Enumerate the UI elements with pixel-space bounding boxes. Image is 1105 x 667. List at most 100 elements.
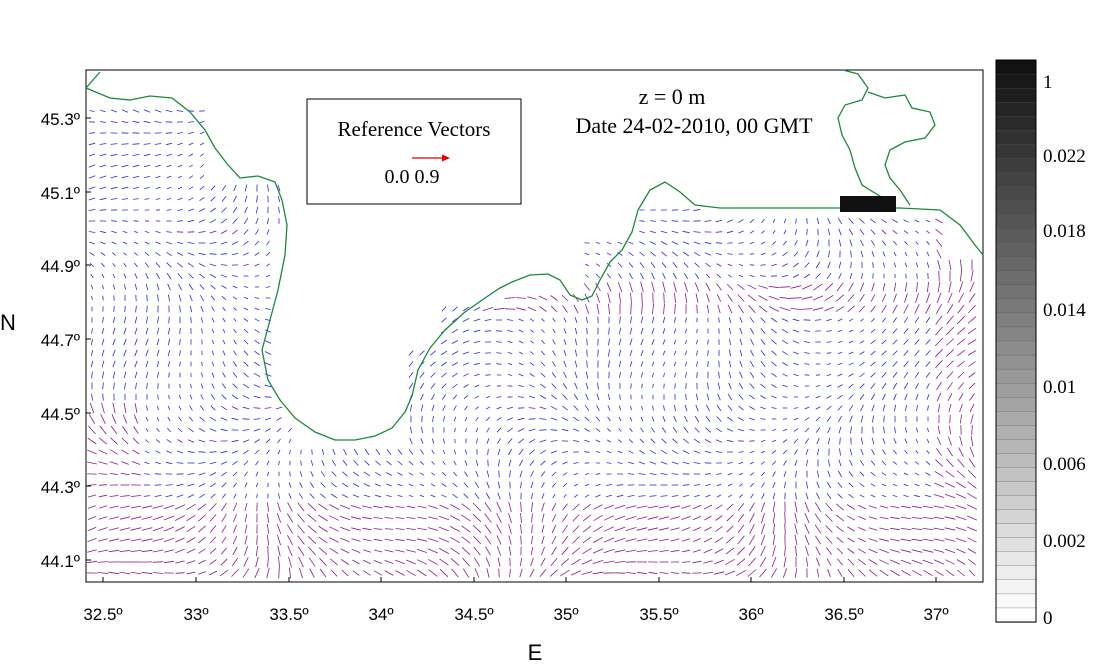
current-vector <box>253 361 261 367</box>
current-vector <box>659 572 669 574</box>
colorbar-step <box>995 130 1037 145</box>
current-vector <box>530 546 534 556</box>
current-vector <box>267 217 269 225</box>
current-vector <box>967 316 977 324</box>
current-vector <box>849 239 853 247</box>
current-vector <box>88 241 96 245</box>
y-tick-label: 44.3º <box>41 478 80 497</box>
current-vector <box>738 242 744 244</box>
current-vector <box>673 272 677 280</box>
current-vector <box>570 570 582 576</box>
current-vector <box>760 383 766 389</box>
current-vector <box>155 186 161 190</box>
colorbar-step <box>995 102 1037 117</box>
current-vector <box>694 427 700 433</box>
current-vector <box>209 242 217 244</box>
current-vector <box>243 307 249 311</box>
colorbar-label: 0.006 <box>1043 454 1086 475</box>
current-vector <box>647 505 659 509</box>
current-vector <box>870 361 876 367</box>
current-vector <box>198 263 206 267</box>
current-vector <box>134 262 138 268</box>
current-vector <box>628 439 634 443</box>
current-vector <box>804 438 810 444</box>
current-vector <box>825 525 833 533</box>
current-vector <box>584 494 590 498</box>
current-vector <box>179 394 181 400</box>
current-vector <box>693 484 701 486</box>
current-vector <box>584 428 590 432</box>
current-vector <box>395 549 405 553</box>
current-vector <box>232 296 238 300</box>
current-vector <box>728 371 732 379</box>
current-vector <box>190 383 192 389</box>
current-vector <box>849 272 853 280</box>
current-vector <box>485 546 491 556</box>
current-vector <box>406 538 416 542</box>
current-vector <box>816 217 820 225</box>
current-vector <box>277 502 281 512</box>
current-vector <box>419 350 425 356</box>
current-vector <box>848 351 854 355</box>
current-vector <box>441 306 447 312</box>
current-vector <box>717 382 721 390</box>
current-vector <box>849 448 853 456</box>
current-vector <box>89 110 95 112</box>
current-vector <box>900 517 912 519</box>
current-vector <box>551 514 557 522</box>
current-vector <box>473 307 481 311</box>
current-vector <box>563 360 567 368</box>
current-vector <box>738 274 744 278</box>
current-vector <box>134 338 138 346</box>
current-vector <box>209 218 217 224</box>
current-vector <box>805 448 809 456</box>
current-vector <box>748 535 756 545</box>
current-vector <box>496 513 502 523</box>
current-vector <box>452 394 458 400</box>
current-vector <box>298 493 304 499</box>
current-vector <box>166 439 172 443</box>
current-vector <box>947 393 953 401</box>
current-vector <box>640 272 644 280</box>
current-vector <box>375 494 381 498</box>
current-vector <box>188 427 194 433</box>
current-vector <box>671 220 679 222</box>
current-vector <box>428 505 438 509</box>
current-vector <box>592 548 604 554</box>
current-vector <box>144 241 150 245</box>
current-vector <box>134 403 138 413</box>
current-vector <box>441 394 447 400</box>
current-vector <box>98 494 108 498</box>
current-vector <box>838 239 842 247</box>
current-vector <box>727 462 733 464</box>
current-vector <box>870 393 876 401</box>
current-vector <box>682 495 690 497</box>
current-vector <box>916 427 918 433</box>
current-vector <box>837 568 843 578</box>
current-vector <box>209 451 217 453</box>
current-vector <box>837 373 843 377</box>
current-vector <box>704 439 712 443</box>
current-vector <box>254 240 260 246</box>
current-vector <box>826 272 832 280</box>
current-vector <box>417 527 427 531</box>
current-vector <box>384 505 394 509</box>
current-vector <box>152 505 164 509</box>
current-vector <box>200 306 204 312</box>
current-vector <box>881 229 887 235</box>
current-vector <box>618 338 622 346</box>
current-vector <box>847 548 855 554</box>
current-vector <box>175 572 185 574</box>
current-vector <box>443 438 445 444</box>
current-vector <box>761 218 765 224</box>
current-vector <box>682 230 690 234</box>
current-vector <box>528 407 536 409</box>
current-vector <box>97 549 109 553</box>
current-vector <box>651 427 655 433</box>
current-vector <box>693 251 701 257</box>
current-vector <box>209 548 217 554</box>
current-vector <box>705 494 711 498</box>
current-vector <box>178 405 182 411</box>
current-vector <box>320 493 326 499</box>
current-vector <box>956 338 966 346</box>
